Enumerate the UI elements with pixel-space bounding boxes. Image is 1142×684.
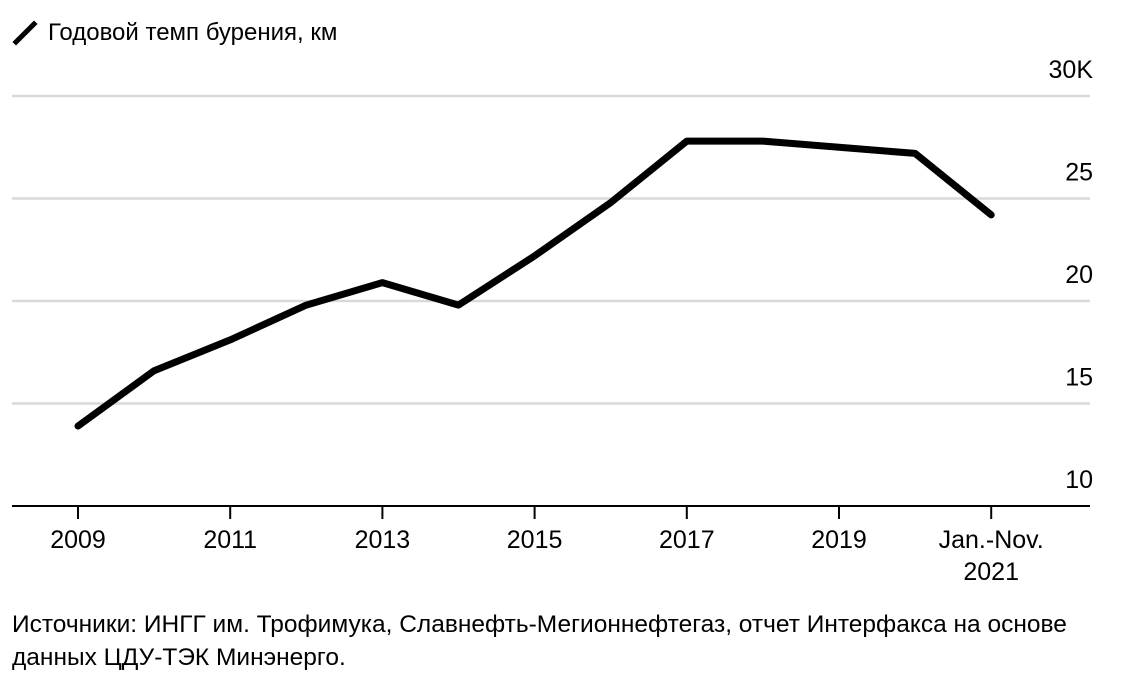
source-note: Источники: ИНГГ им. Трофимука, Славнефть… (12, 611, 1067, 671)
y-tick-label: 15 (1065, 364, 1093, 392)
x-tick-label: 2015 (507, 526, 563, 554)
legend-line-icon (12, 20, 38, 46)
line-chart: 10 15 20 25 30K 2009 2011 2013 2015 2017 2019 Jan.-… (12, 56, 1094, 586)
x-tick-label: 2009 (50, 526, 106, 554)
series-line (74, 137, 995, 430)
y-tick-label: 10 (1065, 466, 1093, 494)
x-tick-label: 2013 (355, 526, 411, 554)
x-tick-label: Jan.-Nov. (939, 526, 1044, 554)
legend: Годовой темп бурения, км (12, 18, 337, 48)
x-tick-label: 2017 (659, 526, 715, 554)
x-tick-label: 2019 (811, 526, 867, 554)
y-tick-label: 25 (1065, 159, 1093, 187)
legend-label: Годовой темп бурения, км (48, 19, 338, 46)
y-tick-label: 20 (1065, 261, 1093, 289)
x-tick-label: 2021 (963, 558, 1019, 586)
y-tick-label: 30K (1049, 56, 1094, 84)
x-tick-label: 2011 (203, 526, 257, 554)
